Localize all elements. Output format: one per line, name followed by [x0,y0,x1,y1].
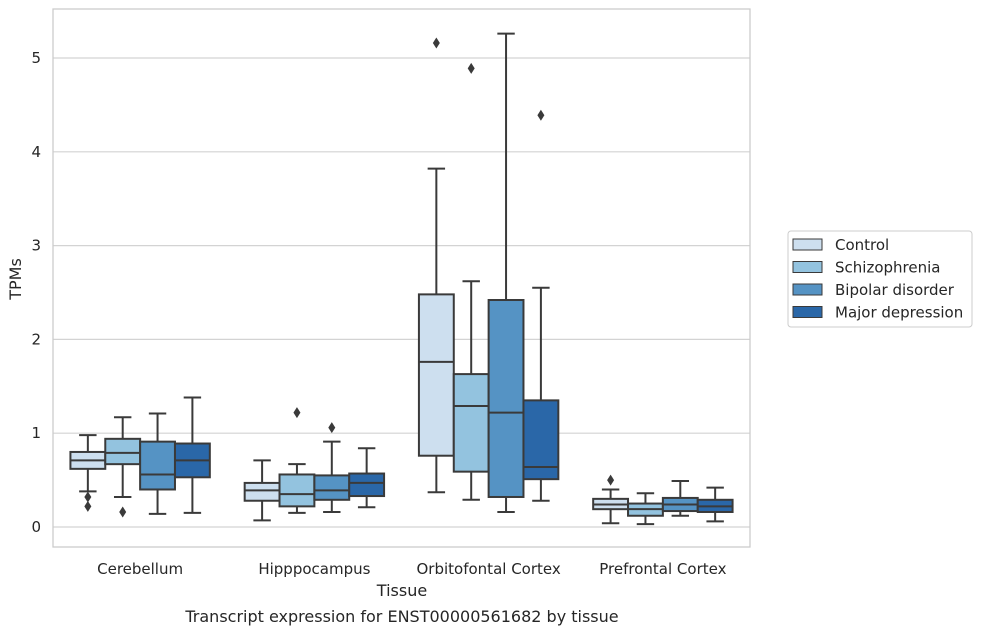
box-3-1 [627,492,664,526]
grid-lines [53,57,750,528]
x-tick-label: Cerebellum [97,560,183,578]
y-tick-label: 3 [31,237,41,255]
outlier-point [84,500,92,512]
outlier-point [432,37,440,49]
box-iqr [313,474,351,501]
outlier-point [293,407,301,419]
box-iqr [417,293,455,457]
box-2-2 [487,32,525,513]
box-3-3 [696,486,734,523]
box-1-2 [313,422,351,513]
outlier-point [119,506,127,518]
box-series [69,32,734,526]
outlier-point [467,62,475,74]
x-tick-label: Orbitofontal Cortex [417,560,561,578]
box-iqr [487,299,525,498]
box-0-3 [173,396,211,514]
outlier-point [607,474,615,486]
box-iqr [278,473,316,508]
legend-swatch [792,283,823,296]
box-2-3 [522,109,560,502]
legend-label: Bipolar disorder [835,281,955,299]
legend-frame [787,230,973,328]
y-axis-label: TPMs [6,258,25,301]
box-0-2 [139,412,176,515]
outlier-point [537,109,545,121]
plot-frame [52,8,751,548]
box-0-1 [104,416,142,518]
box-1-1 [278,407,316,514]
box-2-0 [417,37,455,494]
x-tick-label: Hipppocampus [258,560,370,578]
box-iqr [452,373,490,473]
legend-label: Control [835,236,889,254]
x-axis-label: Tissue [376,581,427,600]
x-tick-labels: Cerebellum Hipppocampus Orbitofontal Corte… [97,560,726,578]
box-0-0 [69,434,107,512]
box-3-2 [661,480,699,517]
outlier-point [84,491,92,503]
chart-title: Transcript expression for ENST0000056168… [184,607,618,626]
y-tick-labels: 0 1 2 3 4 5 [31,49,41,536]
box-3-0 [592,474,630,525]
legend-label: Schizophrenia [835,259,940,277]
legend: Control Schizophrenia Bipolar disorder Majo… [787,230,973,328]
legend-swatch [792,261,823,273]
x-tick-label: Prefrontal Cortex [599,560,726,578]
legend-swatch [792,238,823,251]
box-2-1 [452,62,490,501]
outlier-point [328,422,336,434]
box-1-3 [348,447,386,509]
y-tick-label: 0 [31,518,41,536]
y-tick-label: 2 [31,330,41,348]
box-iqr [243,481,281,502]
box-iqr [104,437,142,466]
legend-label: Major depression [835,304,963,322]
legend-swatch [792,306,823,318]
box-iqr [348,472,386,498]
box-1-0 [243,459,281,522]
y-tick-label: 5 [31,49,41,67]
y-tick-label: 4 [31,143,41,161]
box-iqr [139,440,176,491]
y-tick-label: 1 [31,424,41,442]
